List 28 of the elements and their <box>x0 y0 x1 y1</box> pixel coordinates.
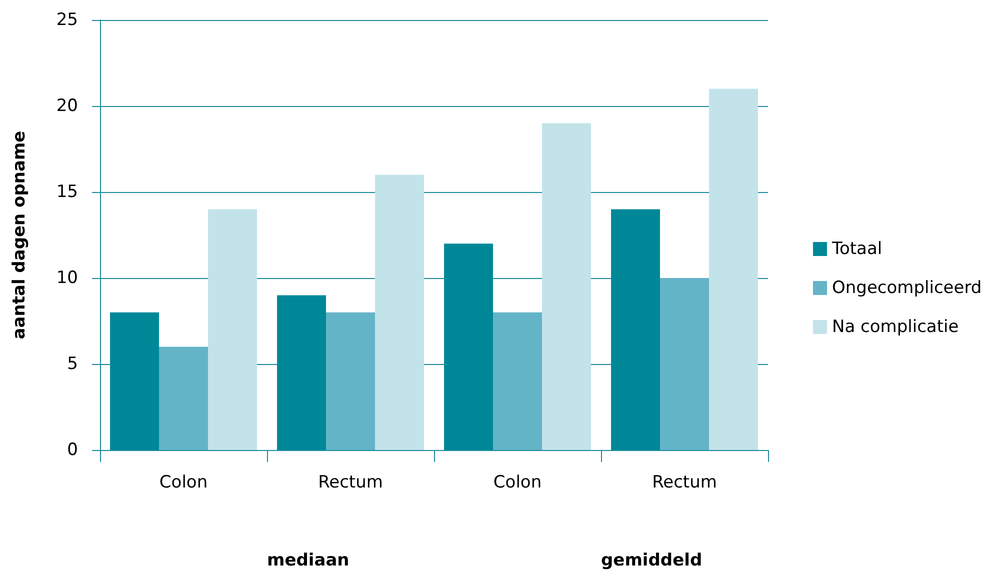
bar <box>326 312 375 450</box>
bar <box>444 244 494 450</box>
y-tick-label: 20 <box>56 96 78 116</box>
y-tick-label: 0 <box>67 440 78 460</box>
y-tick-label: 25 <box>56 10 78 30</box>
bar <box>542 123 591 450</box>
bar <box>611 209 660 450</box>
text: gemiddeld <box>600 550 702 570</box>
bar <box>110 312 160 450</box>
bar <box>208 209 257 450</box>
bar <box>660 278 709 450</box>
x-tick-label: Rectum <box>652 472 717 492</box>
bar <box>493 312 542 450</box>
bar <box>708 88 758 450</box>
bar <box>159 346 208 450</box>
text: mediaan <box>266 550 350 570</box>
y-tick-label: 5 <box>67 354 78 374</box>
bar <box>374 174 424 450</box>
y-axis-title: aantal dagen opname <box>10 130 30 340</box>
legend-label: Ongecompliceerd <box>832 278 982 298</box>
x-tick-label: Colon <box>493 472 542 492</box>
y-tick-label: 15 <box>56 182 78 202</box>
y-tick-label: 10 <box>56 268 78 288</box>
x-tick-label: Colon <box>159 472 208 492</box>
legend-label: Na complicatie <box>832 317 959 337</box>
legend-label: Totaal <box>831 239 882 259</box>
x-tick-label: Rectum <box>318 472 383 492</box>
bar <box>277 295 326 450</box>
